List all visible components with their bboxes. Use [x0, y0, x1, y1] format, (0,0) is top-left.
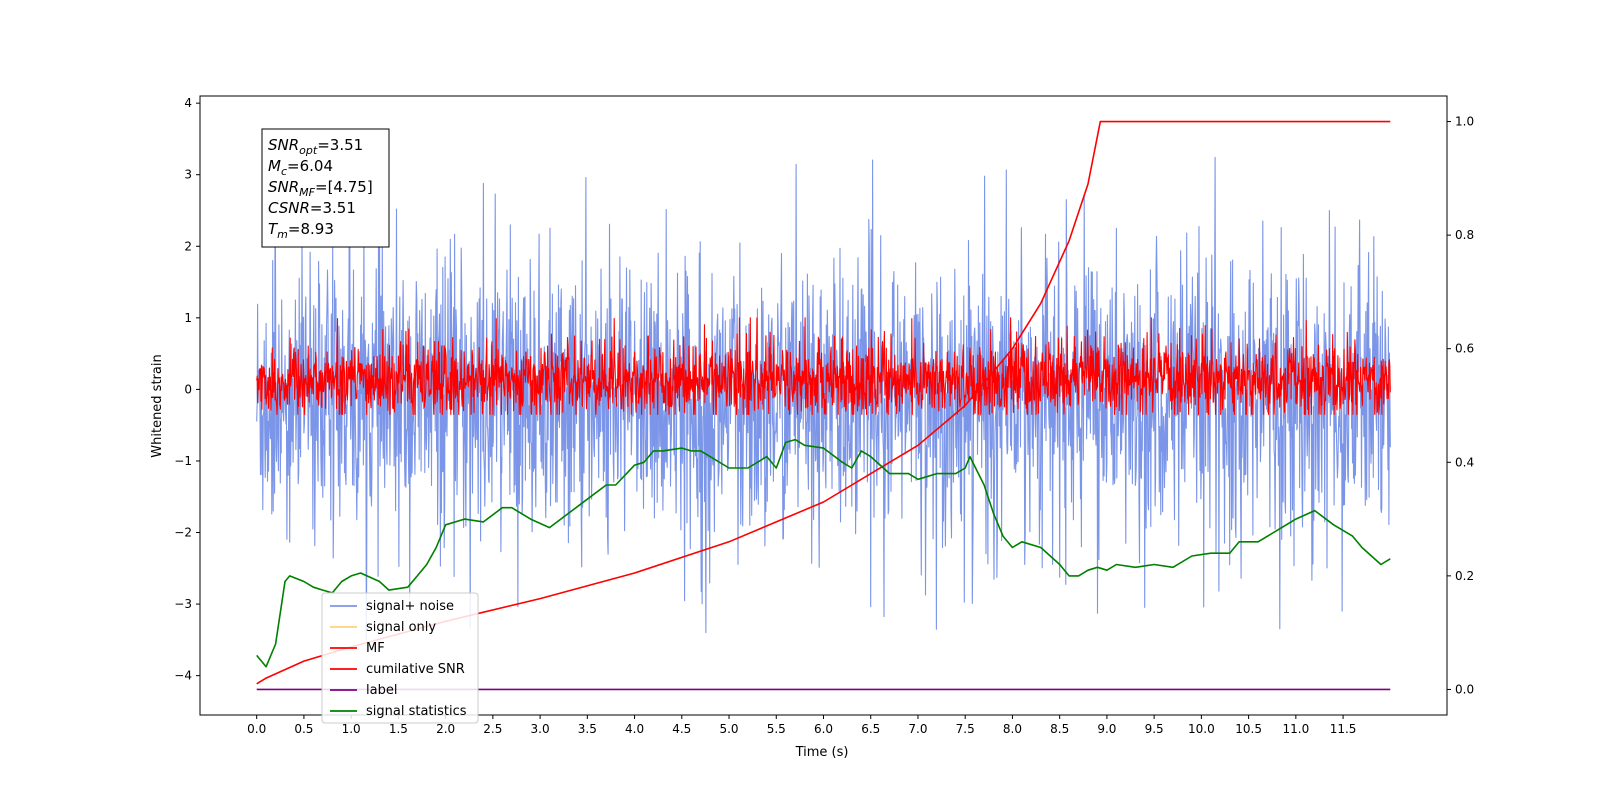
- x-tick-label: 4.0: [625, 722, 644, 736]
- x-tick-label: 2.5: [483, 722, 502, 736]
- x-tick-label: 4.5: [672, 722, 691, 736]
- x-tick-label: 0.0: [247, 722, 266, 736]
- x-tick-label: 3.0: [531, 722, 550, 736]
- y2-tick-label: 0.0: [1455, 682, 1474, 696]
- x-tick-label: 9.5: [1145, 722, 1164, 736]
- y2-tick-label: 0.6: [1455, 342, 1474, 356]
- y2-tick-label: 1.0: [1455, 115, 1474, 129]
- y2-tick-label: 0.2: [1455, 569, 1474, 583]
- legend-label: signal+ noise: [366, 599, 454, 614]
- series-line-signal-statistics: [256, 438, 1391, 668]
- annotation-line: Tm=8.93: [268, 220, 334, 241]
- annotation-line: CSNR=3.51: [268, 199, 356, 217]
- x-tick-label: 10.5: [1235, 722, 1262, 736]
- x-axis-label: Time (s): [795, 745, 849, 760]
- legend-label: label: [366, 683, 397, 698]
- y2-tick-label: 0.4: [1455, 455, 1474, 469]
- annotation-line: SNRopt=3.51: [268, 136, 363, 157]
- x-tick-label: 3.5: [578, 722, 597, 736]
- y-tick-label: −1: [174, 454, 192, 468]
- series-line-mf: [256, 317, 1391, 415]
- legend-label: cumilative SNR: [366, 662, 465, 677]
- y-tick-label: 3: [184, 168, 192, 182]
- x-tick-label: 1.5: [389, 722, 408, 736]
- x-tick-label: 9.0: [1097, 722, 1116, 736]
- x-tick-label: 6.5: [861, 722, 880, 736]
- legend-label: MF: [366, 641, 385, 656]
- y-tick-label: 4: [184, 96, 192, 110]
- x-tick-label: 10.0: [1188, 722, 1215, 736]
- y-tick-label: −3: [174, 597, 192, 611]
- x-tick-label: 0.5: [294, 722, 313, 736]
- legend-label: signal only: [366, 620, 436, 635]
- legend-label: signal statistics: [366, 704, 467, 719]
- x-axis: 0.0 0.5 1.0 1.5 2.0 2.5 3.0 3.5 4.0 4.5 5.0 5.5 6.0 6…: [247, 715, 1356, 736]
- x-tick-label: 11.5: [1330, 722, 1357, 736]
- y-axis-right: 0.0 0.2 0.4 0.6 0.8 1.0: [1447, 115, 1474, 696]
- y-axis-left: −4 −3 −2 −1 0 1 2 3 4: [174, 96, 200, 683]
- y-tick-label: −4: [174, 669, 192, 683]
- y-tick-label: 2: [184, 239, 192, 253]
- series-line-signal-noise: [256, 156, 1391, 641]
- annotation-line: SNRMF=[4.75]: [268, 178, 373, 199]
- y-tick-label: 0: [184, 382, 192, 396]
- x-tick-label: 8.5: [1050, 722, 1069, 736]
- x-tick-label: 5.5: [767, 722, 786, 736]
- x-tick-label: 2.0: [436, 722, 455, 736]
- x-tick-label: 8.0: [1003, 722, 1022, 736]
- x-tick-label: 7.0: [908, 722, 927, 736]
- y-tick-label: 1: [184, 311, 192, 325]
- x-tick-label: 1.0: [342, 722, 361, 736]
- legend: signal+ noise signal only MF cumilative SNR…: [321, 592, 479, 724]
- x-tick-label: 5.0: [719, 722, 738, 736]
- x-tick-label: 6.0: [814, 722, 833, 736]
- y-axis-label: Whitened strain: [150, 354, 165, 457]
- y2-tick-label: 0.8: [1455, 228, 1474, 242]
- x-tick-label: 11.0: [1282, 722, 1309, 736]
- y-tick-label: −2: [174, 526, 192, 540]
- annotation-line: Mc=6.04: [268, 157, 333, 178]
- x-tick-label: 7.5: [956, 722, 975, 736]
